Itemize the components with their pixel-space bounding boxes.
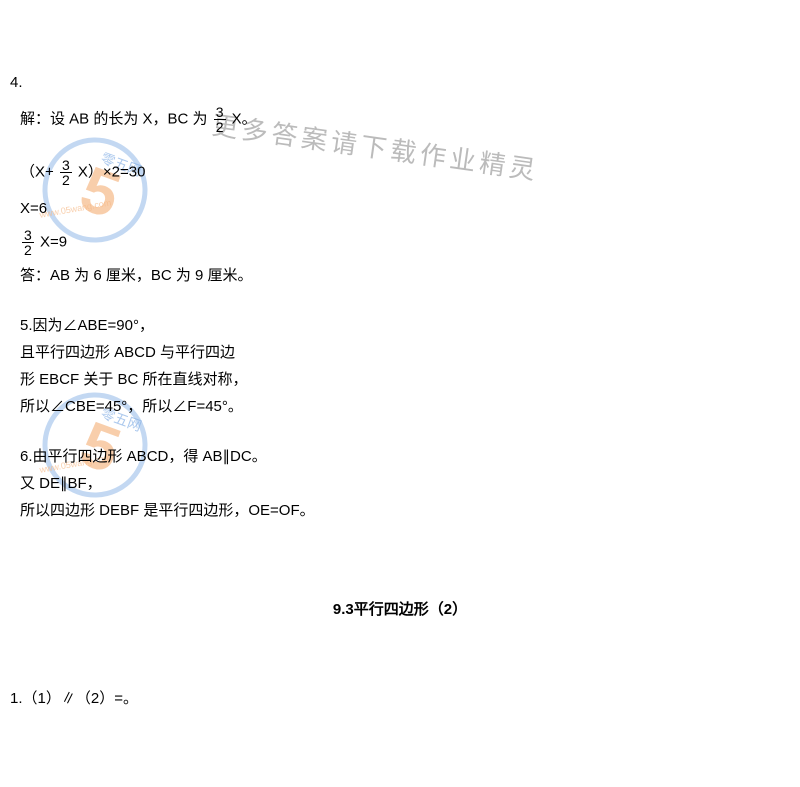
problem-4-line-3: X=6 [20, 198, 47, 219]
p4-l1-pre: 解：设 AB 的长为 X，BC 为 [20, 110, 208, 127]
problem-5-line-3: 形 EBCF 关于 BC 所在直线对称， [20, 369, 248, 390]
p4-l2-frac: 3 2 [60, 158, 72, 187]
p4-l1-frac-den: 2 [214, 120, 226, 134]
p4-l4-post: X=9 [40, 233, 67, 250]
page: 更多答案请下载作业精灵 5 零五网 www.05wang.com 5 零五网 w… [0, 0, 800, 787]
p4-l1-frac-num: 3 [214, 105, 226, 120]
problem-6-line-2: 又 DE∥BF， [20, 473, 102, 494]
watermark-promo-text: 更多答案请下载作业精灵 [210, 105, 542, 188]
watermark-logo-2: 5 零五网 www.05wang.com [18, 368, 172, 522]
p4-l1-post: X。 [232, 110, 257, 127]
problem-5-line-4: 所以∠CBE=45°，所以∠F=45°。 [20, 396, 243, 417]
p4-l2-pre: （X+ [20, 163, 54, 180]
p4-l4-frac-num: 3 [22, 228, 34, 243]
problem-4-line-1: 解：设 AB 的长为 X，BC 为 3 2 X。 [20, 105, 257, 134]
problem-5-line-1: 5.因为∠ABE=90°， [20, 315, 154, 336]
section-title: 9.3平行四边形（2） [0, 598, 800, 619]
p4-l2-post: X）×2=30 [78, 163, 146, 180]
p4-l1-frac: 3 2 [214, 105, 226, 134]
problem-4-line-4: 3 2 X=9 [20, 228, 67, 257]
p4-l4-frac: 3 2 [22, 228, 34, 257]
problem-4-line-2: （X+ 3 2 X）×2=30 [20, 158, 145, 187]
problem-1-line-1: 1.（1）∥（2）=。 [10, 688, 138, 709]
p4-l2-frac-num: 3 [60, 158, 72, 173]
problem-4-answer: 答：AB 为 6 厘米，BC 为 9 厘米。 [20, 265, 253, 286]
svg-text:www.05wang.com: www.05wang.com [38, 197, 112, 220]
problem-5-line-2: 且平行四边形 ABCD 与平行四边 [20, 342, 235, 363]
problem-6-line-3: 所以四边形 DEBF 是平行四边形，OE=OF。 [20, 500, 315, 521]
problem-4-number: 4. [10, 72, 23, 93]
p4-l4-frac-den: 2 [22, 243, 34, 257]
p4-l2-frac-den: 2 [60, 173, 72, 187]
problem-6-line-1: 6.由平行四边形 ABCD，得 AB∥DC。 [20, 446, 267, 467]
